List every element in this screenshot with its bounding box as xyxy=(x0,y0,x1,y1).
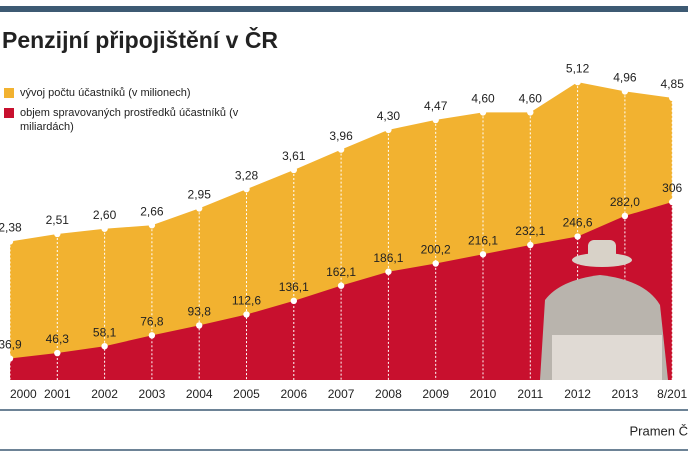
value-label: 216,1 xyxy=(468,233,498,247)
value-label: 200,2 xyxy=(421,243,451,257)
point xyxy=(385,268,392,275)
value-label: 76,8 xyxy=(140,314,164,328)
value-label: 58,1 xyxy=(93,325,117,339)
legend-item: vývoj počtu účastníků (v milionech) xyxy=(4,86,250,100)
x-tick-label: 2001 xyxy=(44,387,71,401)
point xyxy=(290,166,297,174)
value-label: 36,9 xyxy=(0,338,22,352)
x-tick-label: 2000 xyxy=(10,387,37,401)
value-label: 306 xyxy=(662,181,682,195)
point xyxy=(101,225,108,232)
point xyxy=(669,198,676,206)
value-label: 3,28 xyxy=(235,168,259,182)
legend-swatch xyxy=(4,108,14,118)
point xyxy=(101,342,108,350)
legend-swatch xyxy=(4,88,14,98)
point xyxy=(6,355,14,362)
chair xyxy=(552,335,662,380)
point xyxy=(243,311,250,318)
value-label: 232,1 xyxy=(515,224,545,238)
point xyxy=(479,109,487,116)
value-label: 5,12 xyxy=(566,61,590,75)
point xyxy=(527,109,534,116)
value-label: 282,0 xyxy=(610,195,640,209)
point xyxy=(385,126,392,134)
value-label: 93,8 xyxy=(188,305,212,319)
x-tick-label: 2011 xyxy=(517,387,543,401)
point xyxy=(243,185,250,193)
point xyxy=(337,282,345,289)
point xyxy=(621,212,629,220)
top-band xyxy=(0,6,688,12)
x-tick-label: 2012 xyxy=(564,387,591,401)
x-tick-label: 2005 xyxy=(233,387,260,401)
point xyxy=(196,205,203,212)
x-tick-label: 2006 xyxy=(280,387,307,401)
point xyxy=(574,233,581,240)
x-tick-label: 8/201 xyxy=(657,387,687,401)
source: Pramen Č xyxy=(629,423,688,438)
value-label: 4,30 xyxy=(377,109,401,123)
value-label: 162,1 xyxy=(326,265,356,279)
value-label: 2,66 xyxy=(140,204,164,218)
point xyxy=(574,78,581,86)
value-label: 4,47 xyxy=(424,99,448,113)
x-tick-label: 2013 xyxy=(612,387,639,401)
point xyxy=(337,146,345,153)
x-tick-label: 2008 xyxy=(375,387,402,401)
hat-top xyxy=(588,240,616,260)
legend-label: objem spravovaných prostředků účastníků … xyxy=(20,107,239,133)
point xyxy=(527,241,534,249)
legend-label: vývoj počtu účastníků (v milionech) xyxy=(20,87,191,99)
value-label: 4,85 xyxy=(661,77,685,91)
legend: vývoj počtu účastníků (v milionech) objem… xyxy=(4,86,250,140)
value-label: 2,38 xyxy=(0,221,22,235)
x-tick-label: 2010 xyxy=(470,387,497,401)
point xyxy=(290,297,297,305)
value-label: 3,96 xyxy=(329,129,353,143)
value-label: 4,60 xyxy=(471,92,495,106)
point xyxy=(148,222,156,229)
value-label: 2,51 xyxy=(46,213,70,227)
value-label: 46,3 xyxy=(46,332,70,346)
value-label: 2,60 xyxy=(93,208,117,222)
point xyxy=(6,238,14,245)
value-label: 136,1 xyxy=(279,280,309,294)
point xyxy=(432,260,439,267)
legend-item: objem spravovaných prostředků účastníků … xyxy=(4,106,250,134)
point xyxy=(196,322,203,329)
point xyxy=(479,251,487,258)
x-tick-label: 2003 xyxy=(139,387,166,401)
point xyxy=(54,230,61,238)
value-label: 4,60 xyxy=(519,92,543,106)
x-tick-label: 2007 xyxy=(328,387,355,401)
point xyxy=(432,116,439,124)
photo xyxy=(540,240,668,380)
value-label: 2,95 xyxy=(188,188,212,202)
chart-title: Penzijní připojištění v ČR xyxy=(2,26,278,53)
point xyxy=(54,349,61,357)
value-label: 246,6 xyxy=(563,216,593,230)
value-label: 4,96 xyxy=(613,71,637,85)
point xyxy=(669,94,676,102)
value-label: 186,1 xyxy=(373,251,403,265)
point xyxy=(621,88,629,95)
point xyxy=(148,332,156,339)
value-label: 3,61 xyxy=(282,149,306,163)
x-tick-label: 2002 xyxy=(91,387,118,401)
x-tick-label: 2004 xyxy=(186,387,213,401)
x-tick-label: 2009 xyxy=(422,387,449,401)
value-label: 112,6 xyxy=(232,294,261,308)
